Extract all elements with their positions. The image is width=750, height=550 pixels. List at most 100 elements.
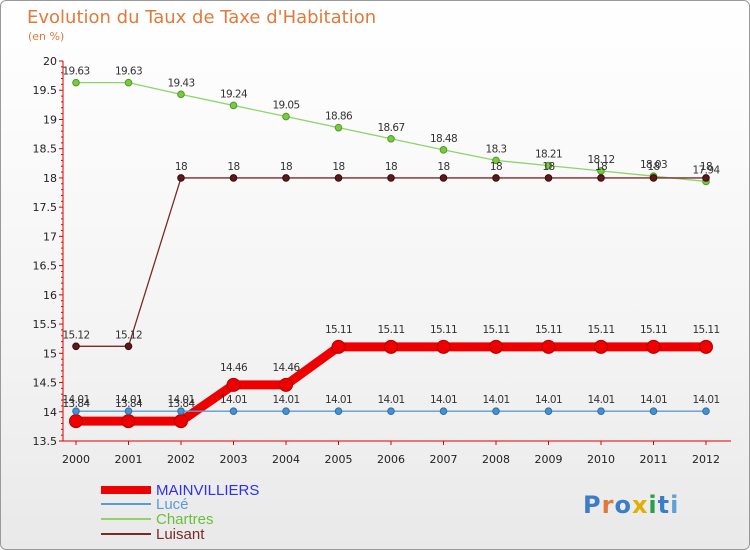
data-label: 15.11 — [430, 324, 457, 336]
data-point — [544, 174, 553, 182]
data-point — [72, 342, 80, 351]
data-label: 18.48 — [430, 133, 457, 145]
data-label: 13.84 — [115, 398, 143, 410]
y-tick-label: 18 — [43, 172, 57, 185]
data-point — [387, 407, 395, 415]
data-label: 18 — [647, 161, 659, 173]
data-label: 15.11 — [587, 324, 614, 336]
data-label: 14.01 — [272, 394, 299, 406]
data-label: 13.84 — [62, 398, 90, 410]
proxiti-logo: Proxiti — [583, 491, 679, 519]
data-label: 14.01 — [692, 394, 719, 406]
x-tick-label: 2005 — [325, 453, 353, 466]
data-point — [594, 339, 608, 354]
data-point — [439, 146, 448, 154]
data-point — [282, 407, 290, 415]
data-point — [69, 414, 83, 429]
data-point — [384, 339, 398, 354]
x-tick-label: 2001 — [115, 453, 143, 466]
x-tick-label: 2007 — [430, 453, 458, 466]
series-line-3 — [76, 177, 706, 347]
data-label: 14.01 — [62, 394, 89, 406]
data-point — [177, 174, 185, 182]
data-label: 14.01 — [535, 394, 562, 406]
logo-letter: x — [631, 491, 649, 519]
data-point — [702, 174, 710, 182]
x-tick-label: 2012 — [692, 453, 720, 466]
data-point — [387, 174, 395, 182]
data-label: 14.01 — [587, 394, 614, 406]
data-point — [334, 174, 343, 182]
data-label: 15.11 — [377, 324, 404, 336]
x-tick-label: 2002 — [167, 453, 195, 466]
data-point — [649, 407, 658, 415]
data-label: 18.03 — [640, 159, 667, 171]
data-label: 14.01 — [482, 394, 509, 406]
data-label: 15.11 — [325, 324, 352, 336]
data-point — [646, 339, 661, 354]
data-point — [124, 342, 133, 351]
data-point — [649, 174, 658, 182]
data-point — [492, 407, 500, 415]
data-point — [229, 174, 238, 182]
y-tick-label: 19.5 — [33, 84, 58, 97]
logo-letter: r — [601, 491, 615, 519]
y-tick-label: 16 — [43, 289, 57, 302]
data-label: 14.01 — [430, 394, 457, 406]
data-label: 18.21 — [535, 149, 562, 161]
data-point — [121, 414, 136, 429]
data-label: 18 — [227, 161, 239, 173]
data-label: 18 — [280, 161, 292, 173]
logo-letter: P — [583, 491, 602, 519]
data-label: 18 — [595, 161, 607, 173]
data-point — [177, 90, 185, 99]
data-point — [436, 339, 451, 354]
data-label: 14.01 — [325, 394, 352, 406]
x-tick-label: 2009 — [535, 453, 563, 466]
data-point — [282, 112, 290, 121]
data-label: 19.43 — [167, 77, 194, 89]
data-point — [72, 407, 80, 415]
data-point — [541, 339, 556, 354]
data-label: 18 — [437, 161, 449, 173]
legend-label: Lucé — [156, 496, 189, 513]
data-point — [699, 339, 713, 354]
legend-label: MAINVILLIERS — [156, 482, 259, 499]
data-label: 18 — [175, 161, 187, 173]
data-label: 15.11 — [692, 324, 719, 336]
x-tick-label: 2008 — [482, 453, 510, 466]
data-point — [177, 407, 185, 415]
y-tick-label: 16.5 — [33, 260, 58, 273]
data-label: 15.12 — [115, 329, 142, 341]
data-point — [492, 156, 500, 165]
y-tick-label: 18.5 — [33, 143, 58, 156]
y-tick-label: 15 — [43, 347, 57, 360]
y-tick-label: 17.5 — [33, 201, 58, 214]
x-tick-label: 2006 — [377, 453, 405, 466]
x-tick-label: 2003 — [220, 453, 248, 466]
data-label: 15.11 — [640, 324, 667, 336]
data-label: 19.24 — [220, 88, 248, 100]
data-point — [226, 377, 241, 392]
x-tick-label: 2004 — [272, 453, 300, 466]
data-point — [124, 78, 133, 87]
data-point — [124, 407, 133, 415]
data-point — [334, 407, 343, 415]
y-tick-label: 17 — [43, 230, 57, 243]
data-point — [334, 123, 343, 132]
data-point — [544, 407, 553, 415]
x-tick-label: 2000 — [62, 453, 90, 466]
data-label: 18 — [542, 161, 554, 173]
data-label: 15.12 — [62, 329, 89, 341]
data-label: 18 — [385, 161, 397, 173]
data-label: 15.11 — [535, 324, 562, 336]
data-label: 14.01 — [167, 394, 194, 406]
data-label: 14.01 — [115, 394, 142, 406]
data-point — [597, 174, 605, 182]
data-point — [439, 407, 448, 415]
logo-letter: o — [614, 491, 632, 519]
chart-unit-label: (en %) — [28, 30, 65, 43]
y-tick-label: 14 — [43, 406, 57, 419]
data-point — [279, 377, 293, 392]
